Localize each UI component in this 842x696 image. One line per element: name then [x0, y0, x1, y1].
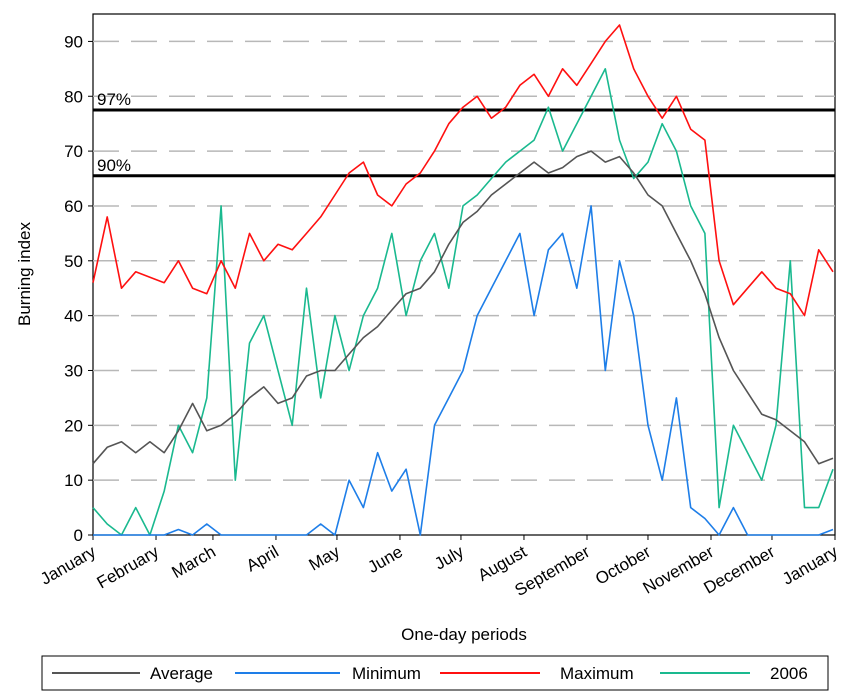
x-tick-label: June: [365, 542, 406, 577]
y-tick-label: 20: [64, 416, 83, 435]
y-tick-label: 80: [64, 87, 83, 106]
reference-label: 97%: [97, 90, 131, 109]
series-line: [93, 205, 834, 536]
x-tick-label: April: [243, 542, 282, 575]
y-tick-label: 70: [64, 142, 83, 161]
y-tick-label: 90: [64, 32, 83, 51]
x-tick-label: January: [37, 542, 99, 589]
y-tick-label: 40: [64, 307, 83, 326]
series-line: [92, 68, 834, 536]
plot-frame: [92, 13, 836, 536]
legend-label: Minimum: [352, 664, 421, 683]
y-tick-label: 30: [64, 361, 83, 380]
y-tick-label: 10: [64, 471, 83, 490]
legend-label: Maximum: [560, 664, 634, 683]
y-tick-label: 60: [64, 197, 83, 216]
x-tick-label: July: [431, 542, 467, 574]
x-tick-label: May: [306, 542, 344, 575]
y-tick-label: 0: [74, 526, 83, 545]
y-axis-title: Burning index: [15, 222, 34, 326]
x-tick-label: February: [94, 542, 163, 593]
legend-label: Average: [150, 664, 213, 683]
y-tick-label: 50: [64, 252, 83, 271]
x-tick-label: March: [169, 542, 219, 582]
series-line: [92, 150, 834, 465]
series-line: [92, 24, 834, 317]
x-tick-label: January: [779, 542, 841, 589]
legend-label: 2006: [770, 664, 808, 683]
reference-label: 90%: [97, 156, 131, 175]
x-axis-title: One-day periods: [401, 625, 527, 644]
